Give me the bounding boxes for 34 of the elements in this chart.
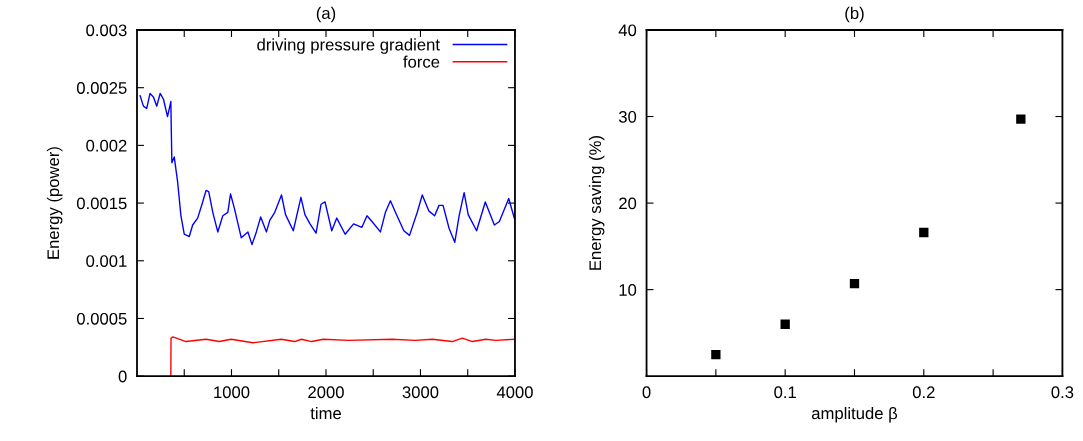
y-axis-title: Energy saving (%) [588,136,605,270]
point [711,349,721,360]
x-axis-title: amplitude β [811,406,898,423]
x-tick-label: 4000 [496,386,533,399]
x-tick-label: 1000 [214,386,250,399]
y-tick-label: 20 [619,197,637,210]
point [849,278,860,289]
y-tick-label: 0.0005 [76,312,127,325]
x-tick-label: 2000 [308,386,344,399]
line-series [139,92,515,246]
y-axis-title: Energy (power) [46,147,63,259]
point [780,319,790,329]
point [1016,114,1026,124]
legend-label: force [403,55,440,68]
x-tick-label: 0.3 [1051,386,1074,399]
x-tick-label: 0.2 [912,386,935,399]
y-tick-label: 30 [618,110,637,123]
y-tick-label: 0.0025 [76,82,127,94]
y-tick-label: 0.003 [86,24,127,37]
x-tick-label: 3000 [402,386,439,399]
y-tick-label: 10 [619,284,637,296]
y-tick-label: 40 [618,24,637,37]
y-tick-label: 0.002 [86,139,127,152]
chart-title: (a) [316,6,336,23]
y-tick-label: 0.0015 [76,197,127,210]
x-tick-label: 0.1 [774,386,796,399]
point [919,227,929,238]
line-series [170,336,515,377]
x-axis-title: time [310,406,341,420]
x-tick-label: 0 [642,386,651,399]
legend-label: driving pressure gradient [257,38,440,54]
chart-title: (b) [845,6,864,23]
y-tick-label: 0 [118,370,127,383]
y-tick-label: 0.001 [86,255,127,267]
